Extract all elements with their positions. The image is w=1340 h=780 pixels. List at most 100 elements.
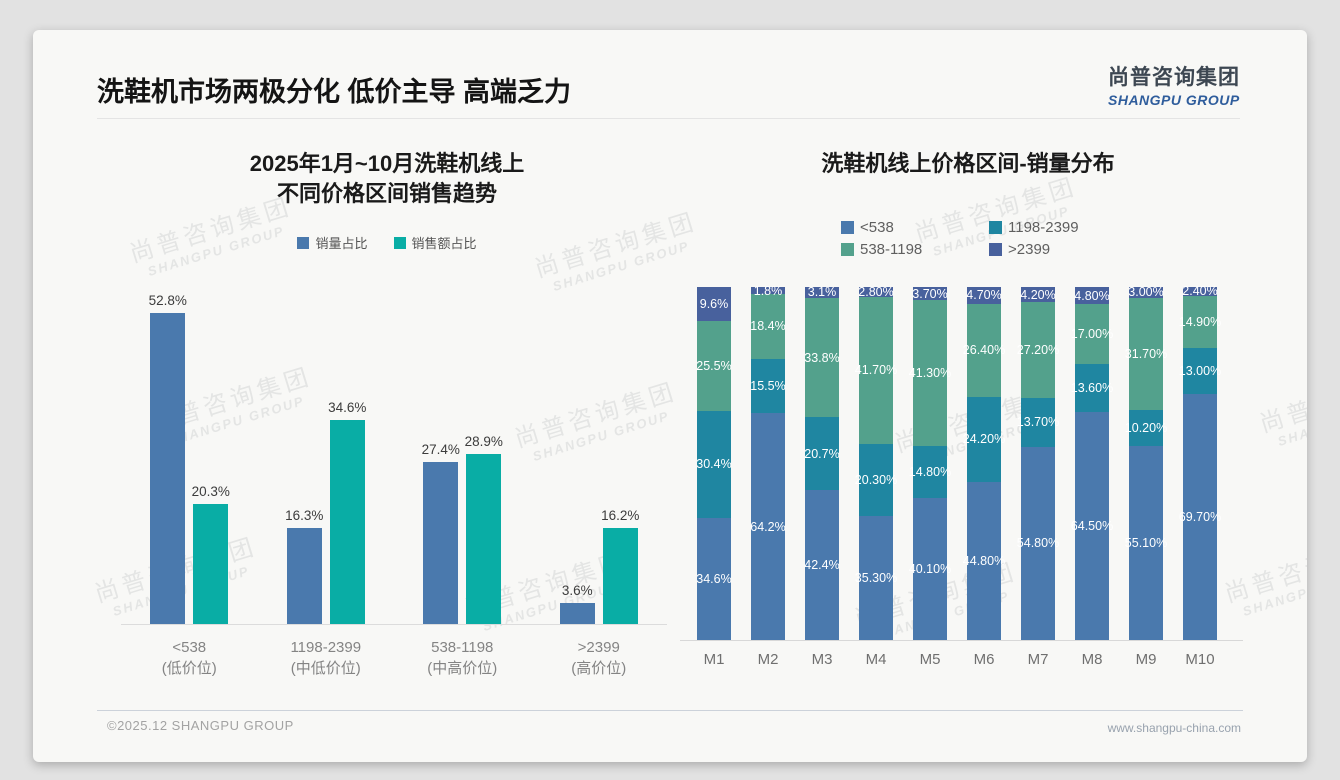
- segment-value-label: 4.80%: [1074, 288, 1110, 303]
- bar-value-label: 16.3%: [285, 507, 324, 523]
- category-label: M10: [1185, 651, 1215, 668]
- bar-value-label: 16.2%: [601, 508, 640, 524]
- page-title: 洗鞋机市场两极分化 低价主导 高端乏力: [97, 77, 572, 107]
- segment-value-label: 9.6%: [699, 296, 729, 311]
- bar-segment: 13.70%: [1017, 398, 1059, 447]
- legend-swatch: [989, 221, 1002, 234]
- segment-value-label: 2.80%: [858, 284, 894, 299]
- category-label: M5: [919, 651, 941, 668]
- title-divider: [97, 118, 1240, 119]
- segment-value-label: 41.70%: [854, 363, 898, 378]
- stacked-bar: 55.10% 10.20% 31.70% 3.00%: [1125, 285, 1167, 640]
- bar-segment: 13.00%: [1179, 348, 1221, 394]
- bar-segment: 26.40%: [963, 303, 1005, 397]
- stacked-bar: 40.10% 14.80% 41.30% 3.70%: [909, 287, 951, 640]
- bar: [329, 419, 365, 624]
- segment-value-label: 26.40%: [962, 343, 1006, 358]
- bar-value-label: 28.9%: [464, 433, 503, 449]
- left-category-axis: <538 (低价位) 1198-2399 (中低价位) 538-1198 (中高价位) >2…: [121, 637, 667, 679]
- bar-with-label: 16.3%: [285, 507, 324, 624]
- legend-right: <538 1198-2399 538-1198 >2399: [841, 219, 1258, 258]
- category-label-range: 1198-2399: [290, 639, 362, 656]
- segment-value-label: 30.4%: [696, 457, 732, 472]
- category-label: 538-1198 (中高价位): [402, 637, 522, 679]
- bar-value-label: 34.6%: [328, 399, 367, 415]
- segment-value-label: 54.80%: [1016, 536, 1060, 551]
- footer-website: www.shangpu-china.com: [1107, 721, 1241, 735]
- bar-value-label: 20.3%: [191, 484, 230, 500]
- segment-value-label: 44.80%: [962, 554, 1006, 569]
- bar: [286, 527, 322, 624]
- stacked-bar: 44.80% 24.20% 26.40% 4.70%: [963, 287, 1005, 640]
- bar-segment: 4.20%: [1020, 287, 1056, 303]
- segment-value-label: 27.20%: [1016, 343, 1060, 358]
- legend-item: 销量占比: [297, 233, 368, 252]
- footer-copyright: ©2025.12 SHANGPU GROUP: [107, 718, 294, 733]
- bar-segment: 42.4%: [804, 490, 840, 640]
- legend-label: >2399: [1008, 241, 1051, 258]
- segment-value-label: 69.70%: [1178, 510, 1222, 524]
- bar-segment: 41.70%: [855, 296, 897, 444]
- bar-segment: 3.00%: [1128, 285, 1164, 300]
- segment-value-label: 42.4%: [804, 558, 840, 573]
- stacked-bar: 64.2% 15.5% 18.4% 1.8%: [750, 284, 786, 640]
- legend-label: 销售额占比: [411, 236, 477, 251]
- stacked-bar: 35.30% 20.30% 41.70% 2.80%: [855, 284, 897, 640]
- bar-segment: 24.20%: [963, 396, 1005, 483]
- bar-segment: 44.80%: [963, 482, 1005, 640]
- bar-segment: 41.30%: [909, 300, 951, 447]
- right-x-axis-line: [680, 640, 1243, 641]
- bar-segment: 64.2%: [750, 413, 786, 640]
- segment-value-label: 34.6%: [696, 572, 732, 586]
- legend-swatch: [841, 243, 854, 256]
- category-label: M4: [865, 651, 887, 668]
- segment-value-label: 3.1%: [807, 285, 837, 300]
- bar-segment: 4.70%: [966, 287, 1002, 304]
- bar: [193, 504, 229, 624]
- stacked-bar: 69.70% 13.00% 14.90% 2.40%: [1179, 284, 1221, 640]
- segment-value-label: 2.40%: [1182, 284, 1218, 299]
- category-label: M9: [1135, 651, 1157, 668]
- legend-item: <538: [841, 219, 989, 236]
- segment-value-label: 41.30%: [908, 366, 952, 381]
- bar-segment: 1.8%: [751, 284, 785, 298]
- segment-value-label: 14.80%: [908, 465, 952, 480]
- bar-segment: 4.80%: [1074, 287, 1110, 305]
- bar-segment: 27.20%: [1017, 302, 1059, 399]
- bar-segment: 18.4%: [750, 293, 786, 359]
- bar-with-label: 34.6%: [328, 399, 367, 624]
- segment-value-label: 15.5%: [750, 379, 786, 394]
- bar-segment: 3.1%: [805, 285, 839, 300]
- bar-with-label: 20.3%: [191, 484, 230, 624]
- category-label-range: 538-1198: [431, 639, 494, 656]
- segment-value-label: 24.20%: [962, 432, 1006, 447]
- stacked-bar-chart: 洗鞋机线上价格区间-销量分布 <538 1198-2399 538-1198 >239…: [678, 135, 1258, 710]
- segment-value-label: 25.5%: [696, 358, 732, 373]
- legend-label: 538-1198: [860, 241, 923, 258]
- watermark-text-en: SHANGPU GROUP: [1275, 393, 1307, 449]
- category-label: <538 (低价位): [129, 637, 249, 679]
- category-label-range: <538: [172, 639, 207, 656]
- segment-value-label: 18.4%: [750, 319, 786, 334]
- segment-value-label: 13.60%: [1070, 381, 1114, 396]
- segment-value-label: 3.00%: [1128, 285, 1164, 300]
- category-label: M6: [973, 651, 995, 668]
- legend-label: 销量占比: [315, 236, 368, 251]
- right-plot-area: 34.6% 30.4% 25.5% 9.6% 64.2% 15.5% 18.4% 1.8% 42…: [696, 284, 1221, 640]
- chart-title-left-line1: 2025年1月~10月洗鞋机线上: [249, 151, 525, 176]
- segment-value-label: 4.70%: [966, 288, 1002, 303]
- bar: [150, 312, 186, 624]
- bar-with-label: 3.6%: [559, 583, 595, 624]
- bar-segment: 17.00%: [1071, 304, 1113, 365]
- segment-value-label: 40.10%: [908, 562, 952, 577]
- chart-title-left-line2: 不同价格区间销售趋势: [276, 181, 497, 206]
- bar-segment: 2.80%: [858, 284, 894, 299]
- segment-value-label: 1.8%: [753, 283, 783, 298]
- category-label: 1198-2399 (中低价位): [266, 637, 386, 679]
- segment-value-label: 64.2%: [750, 519, 786, 534]
- legend-item: 1198-2399: [989, 219, 1258, 236]
- segment-value-label: 20.7%: [804, 446, 840, 461]
- segment-value-label: 33.8%: [804, 350, 840, 365]
- slide: 尚普咨询集团 SHANGPU GROUP 尚普咨询集团 SHANGPU GROUP 尚普…: [33, 30, 1307, 762]
- legend-item: 销售额占比: [393, 233, 477, 252]
